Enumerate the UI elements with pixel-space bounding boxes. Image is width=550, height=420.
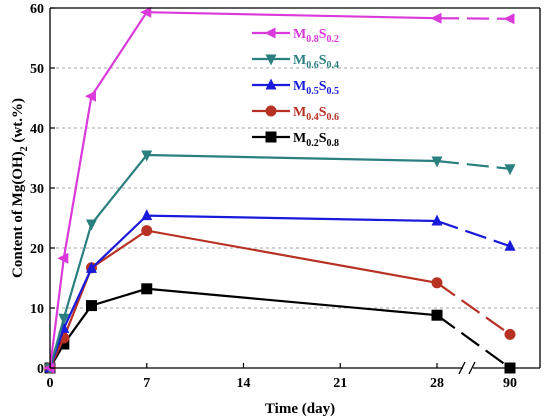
legend-label-m04: M0.4S0.6	[293, 105, 339, 123]
legend-entry-m06: M0.6S0.4	[252, 53, 339, 71]
point-m08-1	[57, 252, 69, 264]
x-tick-label-7: 7	[143, 376, 150, 391]
legend-label-m02: M0.2S0.8	[293, 131, 339, 149]
series-m02	[44, 283, 516, 374]
series-layer	[43, 6, 516, 375]
y-tick-label-40: 40	[30, 122, 44, 137]
series-line-m05	[48, 214, 438, 369]
series-m08	[43, 6, 515, 374]
y-tick-label-50: 50	[30, 62, 44, 77]
y-tick-label-20: 20	[30, 242, 44, 257]
point-m08-3	[84, 90, 96, 102]
y-axis-title-tail: (wt.%)	[10, 98, 26, 146]
point-m05-7	[141, 209, 153, 221]
legend-label-m05: M0.5S0.5	[293, 79, 339, 97]
x-tick-label-0: 0	[47, 376, 54, 391]
legend-entry-m04: M0.4S0.6	[252, 105, 339, 123]
axis-break-mark-1	[458, 361, 466, 375]
legend-label-m06: M0.6S0.4	[293, 53, 339, 71]
legend-marker-m08	[264, 27, 276, 39]
point-m06-7	[141, 150, 153, 162]
point-m05-28	[431, 214, 443, 226]
y-axis-title: Content of Mg(OH)2 (wt.%)	[10, 98, 30, 278]
series-line-m02	[49, 287, 438, 369]
point-m06-3	[85, 219, 97, 231]
point-m04-7	[141, 225, 153, 237]
y-tick-label-0: 0	[37, 362, 44, 377]
y-tick-label-30: 30	[30, 182, 44, 197]
point-m02-3	[85, 300, 97, 312]
point-m02-28	[431, 309, 443, 321]
point-m08-28	[430, 12, 442, 24]
point-m02-1	[58, 338, 70, 350]
series-line-dashed-m04	[436, 281, 511, 336]
point-m05-3	[85, 261, 97, 273]
series-line-dashed-m02	[436, 314, 511, 369]
x-axis-title: Time (day)	[265, 401, 335, 417]
point-m06-28	[431, 156, 443, 168]
point-m08-0	[43, 362, 55, 374]
legend-entry-m05: M0.5S0.5	[252, 78, 339, 97]
point-m05-90	[504, 239, 516, 251]
point-m08-90	[503, 13, 515, 25]
y-axis-title-main: Content of Mg(OH)	[10, 151, 26, 278]
series-line-dashed-m05	[436, 219, 511, 248]
y-tick-label-60: 60	[30, 2, 44, 17]
x-tick-label-21: 21	[333, 376, 347, 391]
legend-marker-m05	[265, 78, 277, 90]
series-line-dashed-m06	[436, 159, 511, 170]
x-tick-label-14: 14	[237, 376, 251, 391]
point-m02-7	[141, 283, 153, 295]
y-tick-label-10: 10	[30, 302, 44, 317]
series-line-m08	[48, 11, 438, 369]
series-line-m06	[48, 153, 438, 369]
x-tick-label-90: 90	[503, 376, 517, 391]
series-m06	[44, 150, 516, 375]
tick-labels: 0 10 20 30 40 50 60 0 7 14 21 28 90	[30, 2, 517, 391]
point-m04-90	[504, 328, 516, 340]
legend-entry-m02: M0.2S0.8	[252, 131, 339, 149]
axis-break-mark-2	[468, 361, 476, 375]
series-m05	[44, 209, 516, 373]
y-axis-title-sub: 2	[19, 146, 30, 151]
legend-marker-m06	[265, 54, 277, 66]
legend-label-m08: M0.8S0.2	[293, 27, 339, 45]
point-m06-1	[58, 313, 70, 325]
point-m06-90	[504, 164, 516, 176]
legend-marker-m02	[265, 131, 277, 143]
point-m04-28	[431, 277, 443, 289]
legend-marker-m04	[265, 105, 277, 117]
axes	[49, 7, 541, 375]
legend-entry-m08: M0.8S0.2	[252, 27, 339, 45]
legend: M0.8S0.2 M0.6S0.4 M0.5S0.5 M0.4S0.6 M0.2S0.8	[252, 27, 339, 149]
x-tick-label-28: 28	[430, 376, 444, 391]
point-m08-7	[140, 6, 152, 18]
series-line-dashed-m08	[436, 17, 511, 20]
